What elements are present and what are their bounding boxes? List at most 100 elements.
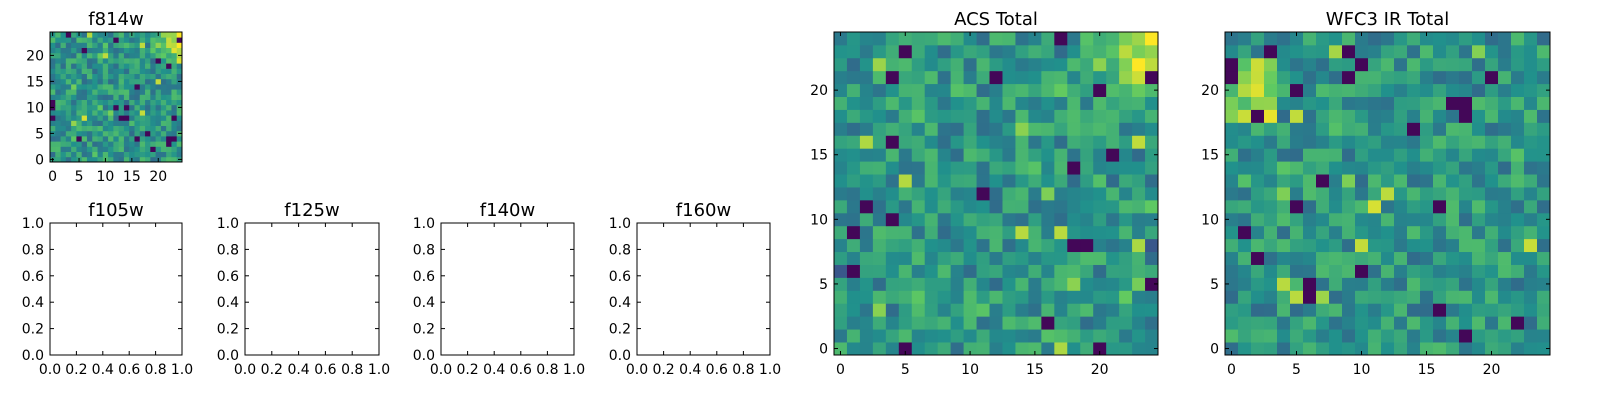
heatmap-cell	[123, 47, 130, 54]
heatmap-cell	[86, 130, 93, 137]
heatmap-cell	[1106, 251, 1120, 265]
heatmap-cell	[1498, 70, 1512, 85]
heatmap-cell	[950, 277, 964, 291]
heatmap-cell	[924, 342, 939, 356]
heatmap-cell	[123, 141, 130, 147]
heatmap-cell	[118, 52, 125, 59]
heatmap-cell	[924, 109, 939, 123]
heatmap-cell	[134, 42, 141, 48]
heatmap-cell	[176, 110, 183, 116]
heatmap-cell	[1080, 264, 1094, 278]
heatmap-cell	[65, 104, 72, 111]
heatmap-cell	[1238, 83, 1252, 97]
heatmap-cell	[155, 63, 162, 69]
heatmap-cell	[166, 63, 172, 69]
heatmap-cell	[1106, 174, 1120, 188]
heatmap-cell	[108, 94, 114, 100]
heatmap-cell	[113, 58, 120, 64]
heatmap-cell	[65, 52, 72, 59]
heatmap-cell	[1355, 57, 1369, 72]
heatmap-cell	[846, 187, 861, 201]
heatmap-cell	[92, 42, 98, 48]
heatmap-cell	[1303, 44, 1317, 59]
heatmap-cell	[911, 161, 926, 175]
heatmap-cell	[898, 290, 913, 304]
heatmap-cell	[872, 199, 887, 214]
heatmap-cell	[1511, 70, 1525, 85]
heatmap-cell	[1015, 329, 1029, 343]
heatmap-cell	[1277, 83, 1291, 97]
heatmap-cell	[1290, 44, 1304, 59]
heatmap-cell	[1342, 122, 1356, 136]
heatmap-cell	[97, 37, 104, 43]
heatmap-cell	[1119, 238, 1133, 253]
heatmap-cell	[1119, 225, 1133, 240]
x-tick-label: 0.4	[92, 362, 114, 378]
heatmap-cell	[118, 94, 125, 100]
heatmap-cell	[134, 84, 141, 90]
heatmap-cell	[86, 78, 93, 85]
heatmap-cell	[1132, 342, 1146, 356]
heatmap-cell	[86, 120, 93, 126]
heatmap-cell	[1537, 44, 1551, 59]
heatmap-cell	[1054, 342, 1068, 356]
heatmap-cell	[963, 135, 977, 149]
heatmap-cell	[1093, 109, 1107, 123]
heatmap-cell	[1485, 70, 1499, 85]
heatmap-cell	[963, 277, 977, 291]
heatmap-cell	[846, 135, 861, 149]
heatmap-cell	[108, 104, 114, 111]
heatmap-cell	[1407, 83, 1421, 97]
heatmap-cell	[1342, 212, 1356, 227]
heatmap-cell	[76, 68, 83, 74]
heatmap-cell	[1329, 96, 1343, 110]
heatmap-cell	[1407, 199, 1421, 214]
heatmap-cell	[1537, 303, 1551, 317]
heatmap-cell	[150, 78, 156, 85]
heatmap-cell	[1251, 187, 1265, 201]
heatmap-cell	[1511, 251, 1525, 265]
heatmap-cell	[950, 238, 964, 253]
heatmap-cell	[1238, 70, 1252, 85]
heatmap-cell	[1407, 122, 1421, 136]
heatmap-cell	[911, 187, 926, 201]
heatmap-cell	[1472, 135, 1486, 149]
heatmap-cell	[166, 99, 172, 106]
heatmap-cell	[155, 151, 162, 158]
heatmap-cell	[1067, 329, 1081, 343]
x-tick-label: 0	[1227, 362, 1236, 378]
heatmap-cell	[1290, 212, 1304, 227]
heatmap-cell	[1485, 225, 1499, 240]
heatmap-cell	[1251, 174, 1265, 188]
heatmap-cell	[885, 238, 900, 253]
heatmap-cell	[1080, 225, 1094, 240]
heatmap-cell	[97, 146, 104, 152]
heatmap-cell	[65, 84, 72, 90]
heatmap-cell	[1041, 238, 1055, 253]
heatmap-cell	[171, 130, 178, 137]
heatmap-cell	[97, 104, 104, 111]
heatmap-cell	[113, 136, 120, 142]
heatmap-cell	[145, 94, 151, 100]
heatmap-cell	[92, 52, 98, 59]
y-tick-label: 1.0	[217, 216, 239, 232]
x-tick-label: 10	[97, 169, 115, 185]
heatmap-cell	[1407, 225, 1421, 240]
y-tick-label: 0.4	[609, 295, 631, 311]
heatmap-cell	[1002, 70, 1016, 85]
heatmap-cell	[102, 115, 109, 121]
heatmap-cell	[1080, 57, 1094, 72]
heatmap-cell	[1080, 122, 1094, 136]
heatmap-cell	[155, 42, 162, 48]
heatmap-cell	[950, 264, 964, 278]
heatmap-cell	[1342, 199, 1356, 214]
heatmap-cell	[1238, 316, 1252, 330]
heatmap-cell	[911, 70, 926, 85]
heatmap-cell	[86, 89, 93, 95]
heatmap-cell	[108, 130, 114, 137]
heatmap-cell	[86, 151, 93, 158]
heatmap-cell	[176, 115, 183, 121]
heatmap-cell	[1368, 57, 1382, 72]
heatmap-cell	[97, 68, 104, 74]
heatmap-cell	[1277, 342, 1291, 356]
